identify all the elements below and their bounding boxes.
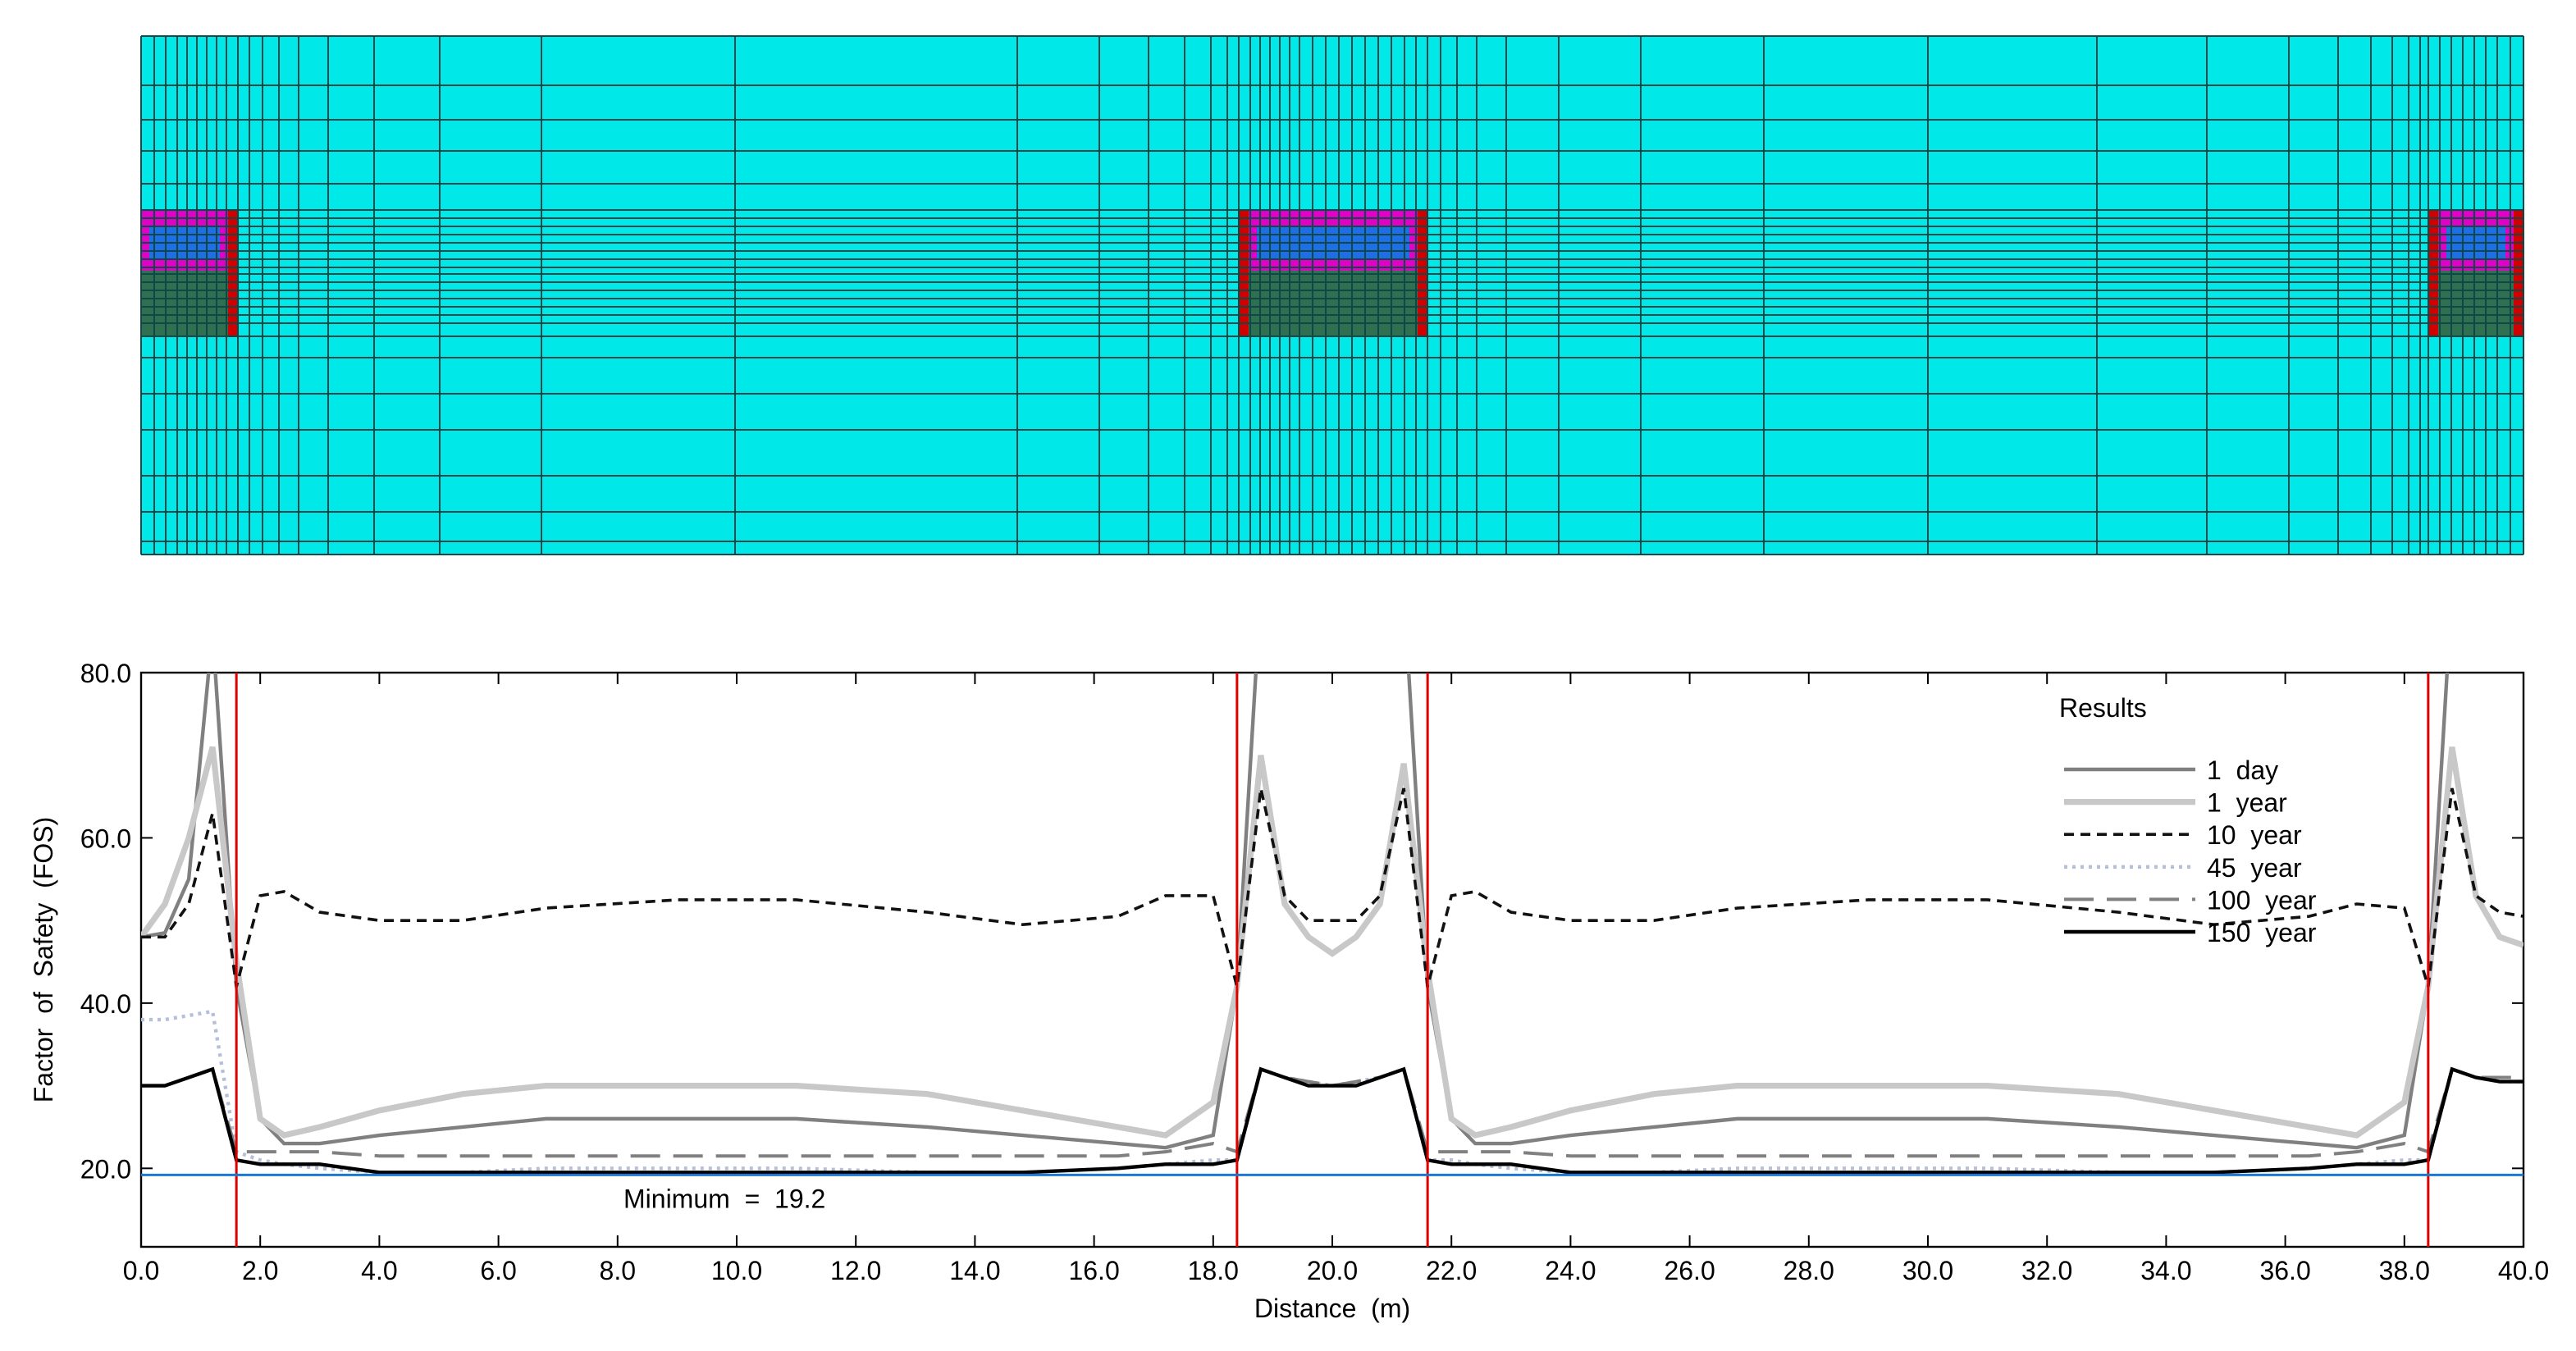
x-tick-label: 22.0 xyxy=(1426,1256,1477,1285)
y-tick-label: 60.0 xyxy=(80,824,131,853)
x-tick-label: 6.0 xyxy=(480,1256,516,1285)
mesh xyxy=(140,35,2524,555)
x-tick-label: 26.0 xyxy=(1664,1256,1715,1285)
plot: 0.0 2.0 4.0 6.0 8.0 10.0 12.0 14.0 16.0 18.0 20.0 2… xyxy=(80,659,2549,1285)
x-tick-label: 14.0 xyxy=(949,1256,1000,1285)
y-tick-label: 40.0 xyxy=(80,989,131,1019)
x-tick-label: 40.0 xyxy=(2498,1256,2549,1285)
series-line xyxy=(141,1066,2523,1175)
x-tick-label: 28.0 xyxy=(1784,1256,1834,1285)
x-tick-label: 10.0 xyxy=(711,1256,762,1285)
x-tick-label: 24.0 xyxy=(1545,1256,1596,1285)
x-tick-label: 32.0 xyxy=(2021,1256,2072,1285)
x-tick-label: 8.0 xyxy=(600,1256,636,1285)
legend-label: 10 year xyxy=(2207,820,2302,850)
block-base xyxy=(2438,271,2514,336)
y-tick-label: 80.0 xyxy=(80,659,131,688)
legend-label: 1 year xyxy=(2207,788,2287,818)
x-tick-label: 12.0 xyxy=(830,1256,881,1285)
series-line xyxy=(141,787,2523,988)
x-tick-label: 30.0 xyxy=(1902,1256,1953,1285)
x-tick-label: 36.0 xyxy=(2259,1256,2310,1285)
block-base xyxy=(1249,271,1418,336)
series-line xyxy=(141,673,2450,1150)
legend-label: 150 year xyxy=(2207,918,2317,947)
legend-label: 1 day xyxy=(2207,755,2278,785)
legend-title: Results xyxy=(2059,693,2147,723)
x-tick-label: 0.0 xyxy=(123,1256,159,1285)
x-tick-label: 4.0 xyxy=(361,1256,397,1285)
series-line xyxy=(141,746,2523,1139)
x-tick-label: 16.0 xyxy=(1068,1256,1119,1285)
series-group xyxy=(141,673,2523,1175)
legend-label: 45 year xyxy=(2207,853,2302,883)
x-tick-label: 34.0 xyxy=(2140,1256,2191,1285)
y-axis-label: Factor of Safety (FOS) xyxy=(29,817,58,1103)
x-tick-label: 20.0 xyxy=(1307,1256,1358,1285)
legend-label: 100 year xyxy=(2207,885,2317,915)
x-tick-label: 18.0 xyxy=(1188,1256,1239,1285)
x-axis-label: Distance (m) xyxy=(1254,1294,1410,1323)
plot-frame xyxy=(139,671,2525,1248)
minimum-label: Minimum = 19.2 xyxy=(623,1184,825,1213)
x-tick-label: 2.0 xyxy=(242,1256,278,1285)
x-tick-label: 38.0 xyxy=(2379,1256,2430,1285)
y-tick-label: 20.0 xyxy=(80,1154,131,1184)
